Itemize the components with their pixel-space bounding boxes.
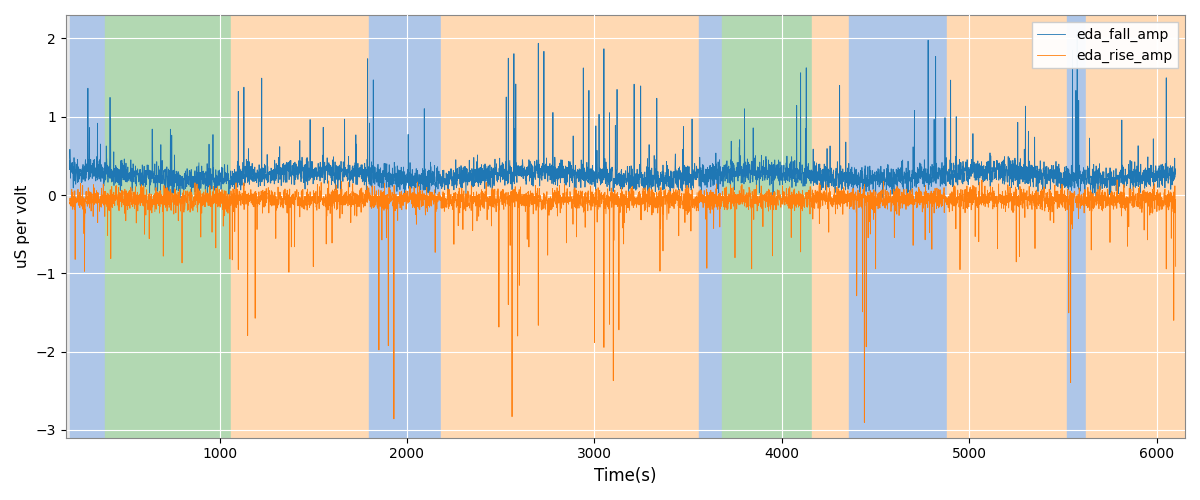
eda_rise_amp	[857, 420, 871, 426]
eda_rise_amp	[472, 194, 486, 200]
eda_fall_amp	[506, 169, 521, 175]
Bar	[440, 15, 700, 438]
Bar	[722, 15, 812, 438]
eda_fall_amp	[1169, 168, 1183, 174]
eda_rise_amp	[745, 200, 760, 206]
eda_rise_amp	[1110, 177, 1124, 183]
eda_rise_amp	[62, 200, 77, 206]
Bar	[1086, 15, 1186, 438]
Bar	[812, 15, 850, 438]
Bar	[1067, 15, 1086, 438]
Line: eda_fall_amp: eda_fall_amp	[70, 30, 1176, 198]
Y-axis label: uS per volt: uS per volt	[16, 184, 30, 268]
eda_fall_amp	[700, 176, 714, 182]
eda_rise_amp	[506, 198, 521, 204]
Bar	[850, 15, 947, 438]
eda_fall_amp	[373, 180, 388, 186]
Bar	[370, 15, 440, 438]
eda_fall_amp	[1070, 28, 1085, 34]
eda_fall_amp	[472, 176, 486, 182]
X-axis label: Time(s): Time(s)	[594, 467, 656, 485]
Bar	[230, 15, 370, 438]
Bar	[700, 15, 722, 438]
eda_fall_amp	[440, 195, 455, 201]
eda_fall_amp	[544, 170, 558, 175]
eda_rise_amp	[1169, 264, 1183, 270]
eda_rise_amp	[544, 200, 558, 206]
eda_fall_amp	[62, 158, 77, 164]
Bar	[947, 15, 1067, 438]
Bar	[70, 15, 106, 438]
Bar	[106, 15, 230, 438]
Legend: eda_fall_amp, eda_rise_amp: eda_fall_amp, eda_rise_amp	[1032, 22, 1178, 68]
eda_rise_amp	[700, 194, 714, 200]
Line: eda_rise_amp: eda_rise_amp	[70, 180, 1176, 422]
eda_rise_amp	[373, 204, 388, 210]
eda_fall_amp	[745, 163, 760, 169]
